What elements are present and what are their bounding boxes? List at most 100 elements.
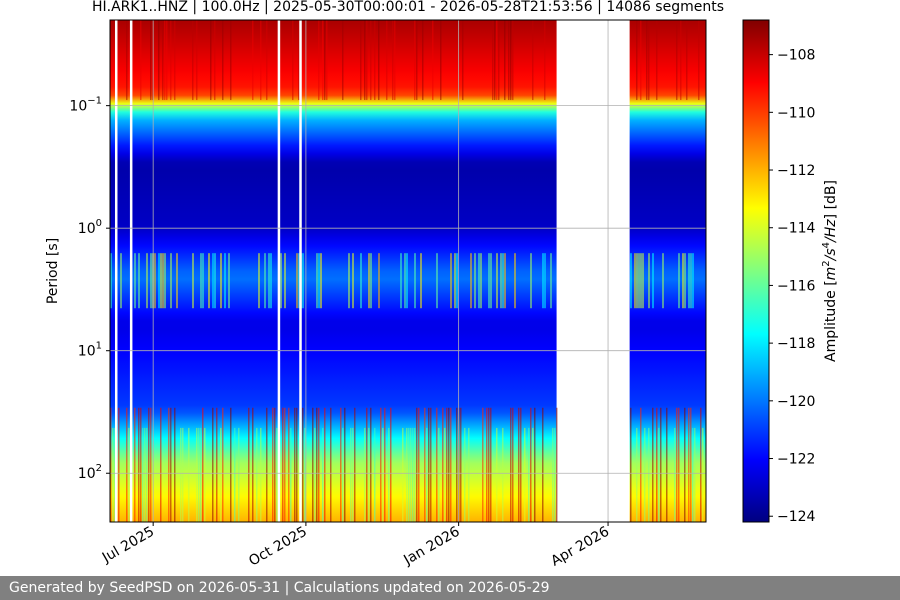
- microseism-streak: [316, 253, 318, 309]
- long-period-streak: [442, 407, 444, 522]
- high-frequency-streak: [222, 20, 224, 101]
- long-period-streak: [554, 427, 556, 522]
- long-period-streak: [436, 407, 438, 522]
- long-period-streak: [146, 427, 148, 522]
- high-frequency-streak: [414, 20, 416, 101]
- high-frequency-streak: [196, 20, 198, 101]
- plot-frame: [109, 19, 707, 523]
- long-period-streak: [234, 427, 236, 522]
- long-period-streak: [426, 427, 428, 522]
- colorbar-tick-label: −120: [777, 394, 815, 410]
- microseism-streak: [420, 253, 422, 309]
- long-period-streak: [160, 407, 162, 522]
- long-period-streak: [528, 427, 530, 522]
- y-axis-label: Period [s]: [45, 238, 61, 304]
- long-period-streak: [150, 407, 152, 522]
- long-period-streak: [640, 407, 642, 522]
- x-tick-label: Jul 2025: [99, 524, 157, 567]
- microseism-streak: [284, 253, 286, 309]
- long-period-streak: [530, 407, 532, 522]
- long-period-streak: [444, 427, 446, 522]
- long-period-streak: [678, 407, 680, 522]
- high-frequency-streak: [170, 20, 172, 101]
- long-period-streak: [416, 407, 418, 522]
- microseism-streak: [138, 253, 140, 309]
- long-period-streak: [354, 407, 356, 522]
- microseism-streak: [162, 253, 164, 309]
- high-frequency-streak: [494, 20, 496, 101]
- high-frequency-streak: [360, 20, 362, 101]
- long-period-streak: [674, 427, 676, 522]
- long-period-streak: [182, 427, 184, 522]
- microseism-streak: [212, 253, 214, 309]
- microseism-streak: [150, 253, 152, 309]
- high-frequency-streak: [174, 20, 176, 101]
- high-frequency-streak: [342, 20, 344, 101]
- long-period-streak: [518, 407, 520, 522]
- microseism-streak: [200, 253, 202, 309]
- high-frequency-streak: [512, 20, 514, 101]
- microseism-streak: [542, 253, 544, 309]
- microseism-streak: [208, 253, 210, 309]
- long-period-streak: [666, 407, 668, 522]
- colorbar-tick-label: −122: [777, 452, 815, 468]
- high-frequency-streak: [192, 20, 194, 101]
- long-period-streak: [408, 427, 410, 522]
- long-period-streak: [490, 407, 492, 522]
- long-period-streak: [168, 407, 170, 522]
- high-frequency-streak: [498, 20, 500, 101]
- microseism-streak: [454, 253, 456, 309]
- high-frequency-streak: [492, 20, 494, 101]
- long-period-streak: [188, 427, 190, 522]
- long-period-streak: [114, 427, 116, 522]
- y-axis: 10−1 100 101 102: [69, 96, 110, 482]
- microseism-streak: [352, 253, 354, 309]
- high-frequency-streak: [392, 20, 394, 101]
- long-period-streak: [134, 407, 136, 522]
- long-period-streak: [290, 427, 292, 522]
- microseism-streak: [378, 253, 380, 309]
- microseism-streak: [370, 253, 372, 309]
- long-period-streak: [212, 407, 214, 522]
- microseism-streak: [450, 253, 452, 309]
- microseism-streak: [298, 253, 300, 309]
- colorbar-tick-label: −124: [777, 509, 816, 525]
- colorbar-tick-label: −116: [777, 278, 816, 294]
- high-frequency-streak: [646, 20, 648, 101]
- high-frequency-streak: [532, 20, 534, 101]
- long-period-streak: [524, 427, 526, 522]
- long-period-streak: [110, 407, 112, 522]
- long-period-streak: [198, 427, 200, 522]
- long-period-streak: [648, 427, 650, 522]
- long-period-streak: [200, 427, 202, 522]
- data-outage-line: [277, 20, 281, 522]
- colorbar: −108 −110 −112 −114 −116 −118 −120 −122 −124 Ampl…: [742, 19, 839, 525]
- long-period-streak: [364, 427, 366, 522]
- microseism-streak: [214, 253, 216, 309]
- long-period-streak: [488, 407, 490, 522]
- data-outage-line: [129, 20, 133, 522]
- long-period-streak: [438, 427, 440, 522]
- x-axis: Jul 2025 Oct 2025 Jan 2026 Apr 2026: [99, 522, 612, 570]
- high-frequency-streak: [432, 20, 434, 101]
- microseism-streak: [500, 253, 502, 309]
- microseism-streak: [502, 253, 504, 309]
- long-period-streak: [222, 407, 224, 522]
- long-period-streak: [684, 407, 686, 522]
- long-period-streak: [248, 407, 250, 522]
- long-period-streak: [542, 407, 544, 522]
- high-frequency-streak: [680, 20, 682, 101]
- long-period-streak: [296, 407, 298, 522]
- long-period-streak: [180, 427, 182, 522]
- high-frequency-streak: [378, 20, 380, 101]
- high-frequency-streak: [676, 20, 678, 101]
- long-period-streak: [700, 407, 702, 522]
- microseism-streak: [348, 253, 350, 309]
- long-period-streak: [552, 427, 554, 522]
- long-period-streak: [366, 407, 368, 522]
- long-period-streak: [202, 407, 204, 522]
- high-frequency-streak: [150, 20, 152, 101]
- microseism-streak: [120, 253, 122, 309]
- long-period-streak: [402, 427, 404, 522]
- microseism-streak: [436, 253, 438, 309]
